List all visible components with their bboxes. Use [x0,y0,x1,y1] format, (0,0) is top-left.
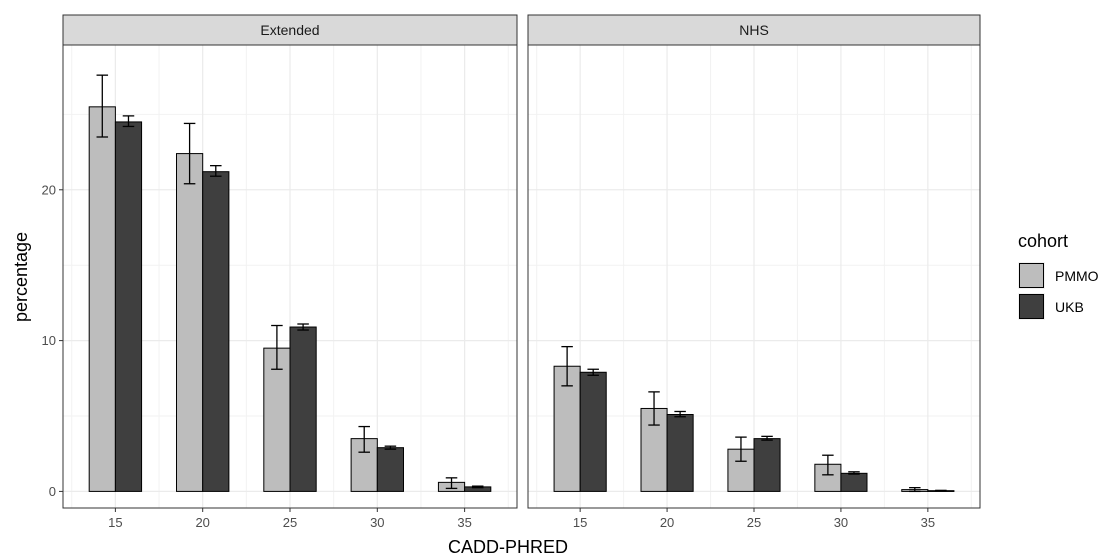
error-bar-ukb-30 [384,445,397,450]
error-bar-pmmo-35 [909,486,921,493]
error-bar-pmmo-30 [822,454,834,476]
facet-strip-label: NHS [739,22,769,38]
x-tick-label: 25 [747,515,761,530]
legend-item-pmmo: PMMO [1018,262,1099,289]
facet-strip [62,14,518,46]
error-bar-pmmo-20 [183,122,196,185]
y-tick-label: 0 [49,484,56,499]
panel-nhs: NHS 15 20 25 30 35 [527,14,981,530]
panels-layer: Extended 15 20 25 30 35 0 10 20 NHS 15 20 25 30 35 [42,14,981,530]
bar-ukb-25 [753,438,781,492]
x-tick-label: 35 [457,515,471,530]
y-axis-title: percentage [11,232,31,322]
error-bar-ukb-15 [122,115,135,128]
y-tick-label: 10 [42,333,56,348]
bar-ukb-20 [202,171,230,492]
bar-pmmo-15 [553,365,581,492]
error-bar-pmmo-15 [561,345,573,387]
legend-title: cohort [1018,231,1068,251]
error-bar-ukb-35 [935,489,947,492]
x-tick-label: 30 [834,515,848,530]
bar-ukb-25 [289,326,317,492]
bar-pmmo-25 [263,347,291,492]
bar-ukb-15 [114,121,143,492]
x-tick-label: 25 [283,515,297,530]
facet-strip [527,14,981,46]
error-bar-pmmo-25 [271,324,283,370]
error-bar-pmmo-15 [96,74,109,138]
error-bar-pmmo-20 [648,391,660,426]
x-tick-label: 35 [921,515,935,530]
legend-item-ukb: UKB [1018,293,1084,320]
bar-ukb-20 [666,413,694,492]
error-bar-ukb-25 [761,435,773,441]
x-tick-label: 20 [195,515,209,530]
bar-ukb-30 [376,447,404,492]
bar-pmmo-20 [176,153,204,492]
error-bar-pmmo-25 [735,436,747,462]
x-axis-title: CADD-PHRED [448,537,568,557]
error-bar-ukb-15 [587,368,599,376]
error-bar-pmmo-35 [445,477,458,490]
error-bar-pmmo-30 [358,425,370,453]
legend-items: PMMO UKB [1018,262,1099,320]
bar-ukb-30 [840,472,868,492]
legend-key-swatch [1019,294,1044,319]
bar-ukb-15 [579,371,607,492]
legend-label: PMMO [1055,268,1099,284]
bar-pmmo-15 [88,106,116,492]
error-bar-ukb-35 [471,485,484,489]
error-bar-ukb-25 [297,323,309,331]
legend-key-swatch [1019,263,1044,288]
x-tick-label: 15 [108,515,122,530]
error-bar-ukb-30 [848,471,860,475]
x-tick-label: 15 [573,515,587,530]
error-bar-ukb-20 [210,165,222,177]
x-tick-label: 20 [660,515,674,530]
axes-layer: CADD-PHRED percentage [11,232,568,557]
x-tick-label: 30 [370,515,384,530]
facet-strip-label: Extended [260,22,319,38]
legend: cohort PMMO UKB [1018,231,1099,320]
legend-label: UKB [1055,299,1084,315]
y-tick-label: 20 [42,182,56,197]
panel-extended: Extended 15 20 25 30 35 0 10 20 [42,14,518,530]
error-bar-ukb-20 [674,410,686,418]
